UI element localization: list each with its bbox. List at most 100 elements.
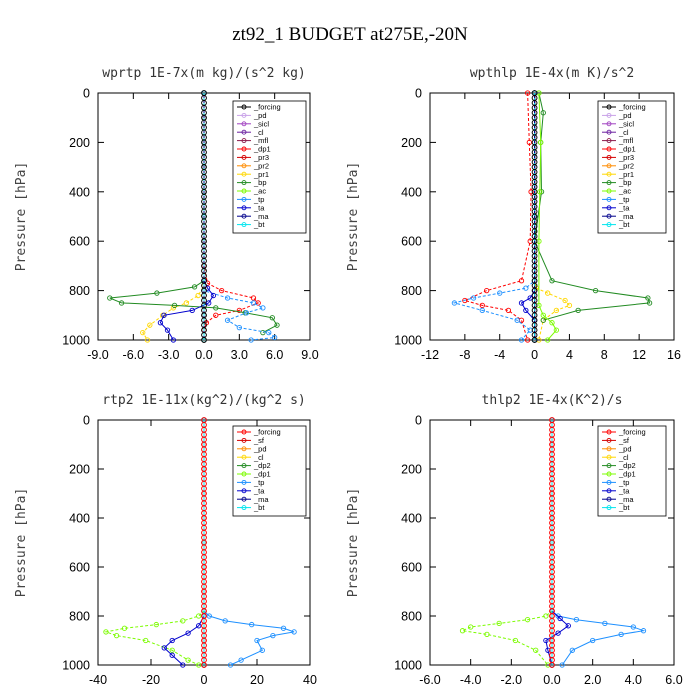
data-point bbox=[538, 139, 544, 146]
data-point bbox=[505, 307, 512, 314]
data-point bbox=[260, 329, 266, 336]
data-point bbox=[224, 317, 231, 323]
legend-label: _bt bbox=[618, 503, 630, 512]
legend-label: _ma bbox=[253, 495, 269, 504]
legend-label: _bt bbox=[253, 503, 265, 512]
x-tick-label: -6.0 bbox=[123, 348, 145, 362]
legend-label: _sf bbox=[253, 436, 265, 445]
data-point bbox=[161, 312, 167, 318]
data-point bbox=[206, 300, 212, 306]
legend-marker bbox=[241, 112, 247, 118]
data-point bbox=[196, 613, 202, 619]
data-point bbox=[169, 647, 175, 653]
data-point bbox=[496, 620, 502, 626]
legend-marker bbox=[241, 196, 247, 202]
data-point bbox=[121, 625, 128, 631]
y-tick-label: 1000 bbox=[62, 659, 90, 673]
x-tick-label: -4.0 bbox=[460, 673, 482, 687]
x-tick-label: 4.0 bbox=[625, 673, 642, 687]
legend-marker bbox=[606, 196, 612, 202]
legend-label: _dp2 bbox=[253, 461, 271, 470]
legend-label: _cl bbox=[253, 128, 264, 137]
legend-marker bbox=[606, 479, 612, 485]
data-point bbox=[219, 287, 225, 294]
y-tick-label: 0 bbox=[415, 414, 422, 428]
legend-marker bbox=[606, 112, 612, 118]
data-point bbox=[528, 189, 534, 195]
y-tick-label: 200 bbox=[69, 136, 90, 150]
series-line-bp bbox=[534, 92, 651, 321]
data-point bbox=[222, 618, 228, 624]
data-point bbox=[171, 302, 178, 309]
y-axis-label: Pressure [hPa] bbox=[14, 488, 29, 598]
x-tick-label: 12 bbox=[632, 348, 646, 362]
legend-marker bbox=[606, 121, 612, 127]
legend-marker bbox=[241, 471, 247, 477]
y-tick-label: 400 bbox=[69, 185, 90, 199]
x-tick-label: 6.0 bbox=[266, 348, 283, 362]
data-point bbox=[479, 307, 485, 314]
legend-marker bbox=[606, 446, 612, 452]
panel-title: wprtp 1E-7x(m kg)/(s^2 kg) bbox=[102, 66, 306, 81]
y-tick-label: 800 bbox=[401, 284, 422, 298]
legend-label: _dp1 bbox=[618, 470, 636, 479]
legend-marker bbox=[241, 496, 247, 502]
legend-label: _ac bbox=[253, 187, 266, 196]
legend-label: _bp bbox=[618, 178, 632, 187]
legend-label: _cl bbox=[618, 453, 629, 462]
legend-marker bbox=[606, 213, 612, 219]
legend-label: _bt bbox=[618, 220, 630, 229]
data-point bbox=[157, 320, 164, 326]
legend-label: _sicl bbox=[253, 119, 269, 128]
x-tick-label: -12 bbox=[421, 348, 439, 362]
data-point bbox=[272, 334, 278, 341]
legend-marker bbox=[606, 488, 612, 494]
legend-label: _pr1 bbox=[253, 170, 269, 179]
x-tick-label: 0.0 bbox=[195, 348, 212, 362]
data-point bbox=[537, 189, 543, 195]
data-point bbox=[291, 629, 297, 635]
series-line-dp1 bbox=[463, 92, 532, 341]
x-tick-label: 0.0 bbox=[543, 673, 560, 687]
data-point bbox=[562, 297, 568, 304]
legend-marker bbox=[241, 454, 247, 460]
data-point bbox=[206, 613, 212, 619]
profile-marker bbox=[549, 662, 555, 668]
data-point bbox=[533, 647, 539, 653]
legend-label: _tp bbox=[253, 195, 264, 204]
data-point bbox=[280, 625, 287, 631]
legend-label: _ma bbox=[253, 212, 269, 221]
data-point bbox=[514, 317, 520, 323]
legend-label: _pd bbox=[253, 111, 267, 120]
legend-label: _ta bbox=[618, 486, 630, 495]
data-point bbox=[565, 623, 571, 629]
series-line-ac bbox=[538, 92, 558, 341]
panel-title: wpthlp 1E-4x(m K)/s^2 bbox=[470, 66, 634, 81]
data-point bbox=[512, 637, 519, 644]
data-point bbox=[248, 337, 254, 343]
data-point bbox=[236, 324, 242, 331]
legend-label: _pr3 bbox=[253, 153, 269, 162]
data-point bbox=[640, 628, 647, 634]
x-tick-label: 0 bbox=[201, 673, 208, 687]
legend-label: _bt bbox=[253, 220, 265, 229]
data-point bbox=[144, 337, 151, 343]
y-tick-label: 200 bbox=[401, 463, 422, 477]
legend-box bbox=[232, 100, 307, 234]
data-point bbox=[543, 637, 549, 644]
legend-label: _dp1 bbox=[253, 145, 271, 154]
data-point bbox=[140, 329, 146, 336]
data-point bbox=[153, 621, 159, 628]
legend-marker bbox=[241, 129, 247, 135]
legend-label: _ma bbox=[618, 495, 634, 504]
data-point bbox=[259, 647, 265, 653]
data-point bbox=[238, 657, 244, 663]
legend-marker bbox=[606, 180, 612, 186]
y-tick-label: 1000 bbox=[62, 334, 90, 348]
data-point bbox=[250, 300, 257, 306]
y-tick-label: 800 bbox=[401, 610, 422, 624]
y-tick-label: 800 bbox=[69, 610, 90, 624]
y-tick-label: 800 bbox=[69, 284, 90, 298]
data-point bbox=[451, 300, 458, 306]
data-point bbox=[573, 617, 580, 623]
